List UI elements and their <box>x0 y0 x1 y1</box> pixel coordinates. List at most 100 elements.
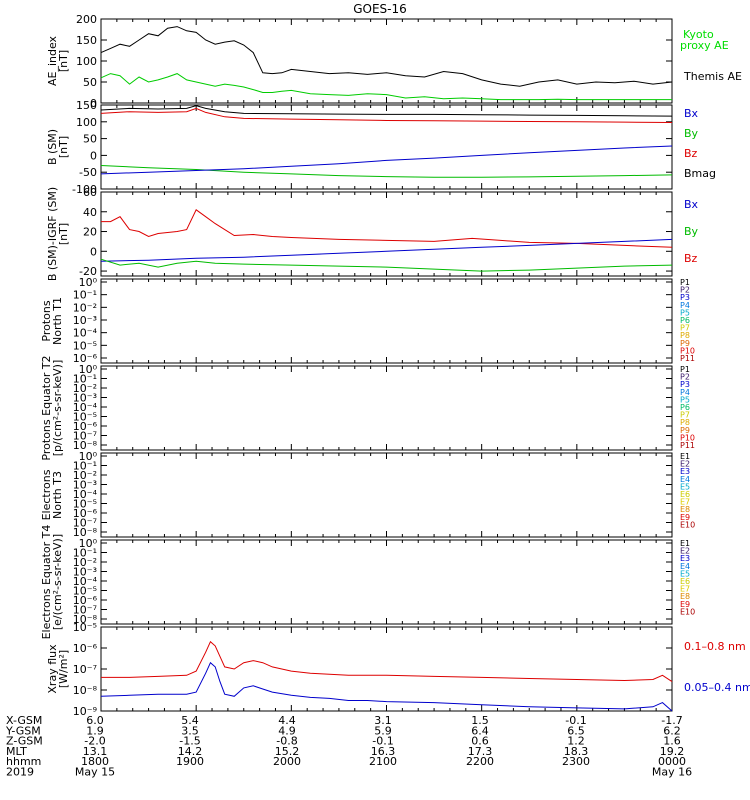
x-row-value: -2.0 <box>84 735 105 748</box>
legend-item: E5 <box>680 569 690 578</box>
y-tick-label: 10⁻⁸ <box>73 439 98 452</box>
y-tick-label: -20 <box>79 265 97 278</box>
x-row-value: 2200 <box>466 755 494 768</box>
legend-item: 0.05–0.4 nm <box>684 681 750 694</box>
x-row-value: 3.1 <box>374 714 392 727</box>
legend-item: P5 <box>680 395 690 404</box>
y-tick-label: 10⁻³ <box>73 314 97 327</box>
panel-5: 10⁰10⁻¹10⁻²10⁻³10⁻⁴10⁻⁵10⁻⁶10⁻⁷10⁻⁸Proto… <box>40 355 695 460</box>
panel-frame <box>100 539 673 625</box>
x-row-value: 1.5 <box>471 714 489 727</box>
x-row-value: 5.9 <box>374 724 392 737</box>
y-tick-label: 10⁻² <box>73 556 97 569</box>
legend-item: P6 <box>680 403 690 412</box>
legend-item: Bx <box>684 107 699 120</box>
x-row-label: Z-GSM <box>6 735 43 748</box>
y-tick-label: 10⁻² <box>73 469 97 482</box>
x-row-value: May 15 <box>75 766 115 779</box>
x-row-value: 1.2 <box>567 735 585 748</box>
y-tick-label: 10⁰ <box>79 450 98 463</box>
x-row-value: 1.6 <box>663 735 681 748</box>
y-tick-label: 0 <box>90 149 97 162</box>
y-tick-label: 10⁻⁶ <box>73 352 98 365</box>
legend-item: E10 <box>680 520 695 529</box>
y-label-line: Electrons <box>40 469 53 520</box>
y-tick-label: -50 <box>79 166 97 179</box>
x-row-value: 14.2 <box>178 745 203 758</box>
y-tick-label: 60 <box>83 186 97 199</box>
x-row-value: 2100 <box>369 755 397 768</box>
legend-item: E1 <box>680 452 690 461</box>
legend-item: Bz <box>684 252 698 265</box>
y-tick-label: 40 <box>83 206 97 219</box>
y-tick-label: 10⁻⁵ <box>73 411 97 424</box>
y-tick-label: 200 <box>76 13 97 26</box>
legend-item: E7 <box>680 498 690 507</box>
legend-item: E7 <box>680 585 690 594</box>
x-row-value: 3.5 <box>181 724 199 737</box>
legend-item: P8 <box>680 418 690 427</box>
y-tick-label: 10⁻⁵ <box>73 498 97 511</box>
x-row-value: 0.6 <box>471 735 489 748</box>
y-tick-label: 10⁻⁴ <box>73 327 98 340</box>
legend-item: E8 <box>680 505 690 514</box>
panel-3: 60 40 20 0 -20 B (SM)-IGRF (SM)[nT] Bx By Bz <box>46 186 699 281</box>
x-row-value: -0.1 <box>565 714 586 727</box>
series-bmag <box>100 105 673 117</box>
x-row-value: -0.8 <box>276 735 297 748</box>
legend-item: P2 <box>680 286 690 295</box>
y-tick-label: 10⁻⁴ <box>73 488 98 501</box>
legend-item: P4 <box>680 388 690 397</box>
y-axis-label: AE_index[nT] <box>46 35 70 86</box>
series-themis-ae <box>100 26 673 87</box>
panel-frame <box>100 452 673 538</box>
y-tick-label: 10⁻¹ <box>73 289 97 302</box>
x-row-value: 15.2 <box>275 745 300 758</box>
legend-item: P9 <box>680 339 690 348</box>
panel-frame <box>100 18 673 104</box>
y-tick-label: 10⁻⁵ <box>73 585 97 598</box>
y-label-line: Protons Equator T2 <box>40 355 53 460</box>
legend-item: P11 <box>680 441 695 450</box>
legend-item: P11 <box>680 354 695 363</box>
x-axis-table: X-GSM 6.0 5.4 4.4 3.1 1.5 -0.1 -1.7 Y-GSM 1.9 3.5 4… <box>5 714 692 779</box>
y-tick-label: 10⁻⁶ <box>73 594 98 607</box>
y-tick-label: 10⁻⁸ <box>73 613 98 626</box>
y-tick-label: 10⁻⁵ <box>73 339 97 352</box>
legend-item: E3 <box>680 554 690 563</box>
legend-line: proxy AE <box>680 39 729 52</box>
y-tick-label: 50 <box>83 133 97 146</box>
series-bz <box>100 107 673 123</box>
figure-title: GOES-16 <box>353 2 407 16</box>
panel-frame <box>100 365 673 451</box>
x-row-value: 1900 <box>176 755 204 768</box>
x-row-value: 13.1 <box>83 745 108 758</box>
x-row-value: 6.2 <box>663 724 681 737</box>
x-row-value: 6.0 <box>86 714 104 727</box>
y-label-line: Protons <box>40 300 53 341</box>
x-row-value: 6.5 <box>567 724 585 737</box>
legend-item: E5 <box>680 482 690 491</box>
y-axis-label: Protons Equator T2[p/(cm²-s-sr-keV)] <box>40 355 64 460</box>
legend-item: P7 <box>680 411 690 420</box>
legend-item: E9 <box>680 600 690 609</box>
y-tick-label: 10⁻⁴ <box>73 575 98 588</box>
series-0-05-0-4-nm <box>100 661 673 712</box>
y-tick-label: -100 <box>72 183 97 196</box>
y-axis-label: ElectronsNorth T3 <box>40 469 64 520</box>
legend-item: Bx <box>684 198 699 211</box>
legend-item: E6 <box>680 490 690 499</box>
legend-item: By <box>684 225 699 238</box>
x-row-label: hhmm <box>6 755 41 768</box>
y-label-line: Electrons Equator T4 <box>40 525 53 640</box>
series-bx <box>100 238 673 262</box>
y-tick-label: 100 <box>76 55 97 68</box>
y-tick-label: 50 <box>83 76 97 89</box>
y-axis-label: B (SM)-IGRF (SM)[nT] <box>46 187 70 281</box>
legend-item: E3 <box>680 467 690 476</box>
legend-item: E2 <box>680 460 690 469</box>
legend-item: P7 <box>680 324 690 333</box>
y-tick-label: 10⁻³ <box>73 392 97 405</box>
legend-item: Bz <box>684 147 698 160</box>
